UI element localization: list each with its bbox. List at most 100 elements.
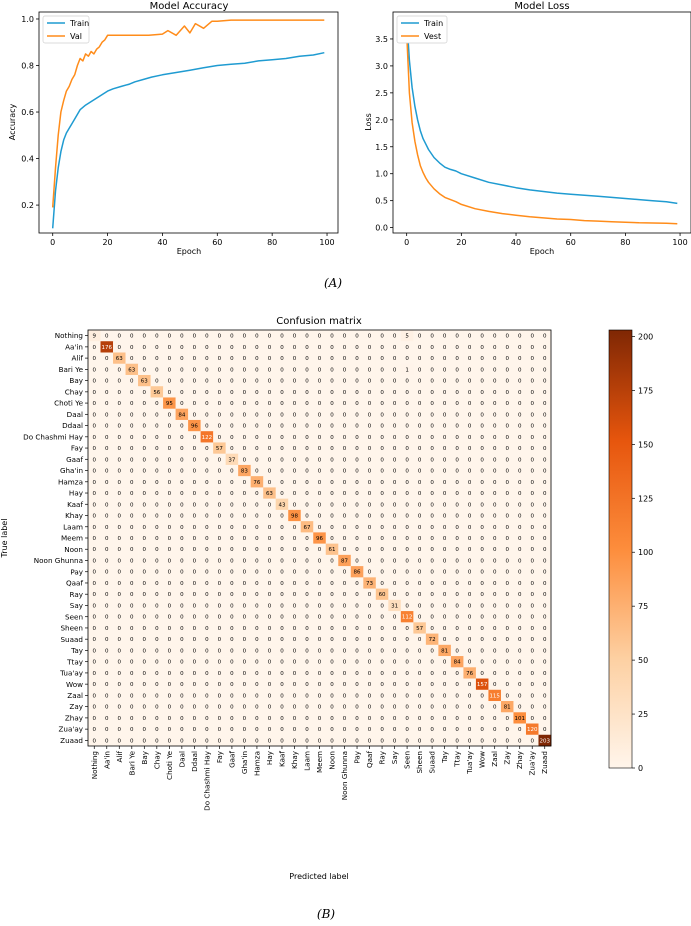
matrix-cell-value: 0 (493, 727, 497, 733)
matrix-cell (213, 689, 226, 702)
matrix-cell (125, 712, 139, 724)
matrix-cell-value: 0 (455, 716, 459, 722)
matrix-cell (438, 611, 452, 623)
matrix-cell (500, 656, 514, 668)
matrix-cell-value: 0 (205, 334, 209, 340)
matrix-cell (275, 678, 289, 691)
matrix-cell (525, 532, 539, 544)
matrix-cell (138, 566, 151, 578)
matrix-cell-value: 0 (505, 379, 509, 385)
matrix-cell (450, 577, 464, 589)
matrix-cell (275, 509, 289, 522)
matrix-cell (325, 678, 339, 691)
matrix-cell (238, 656, 251, 668)
matrix-cell (100, 431, 114, 443)
matrix-cell (188, 577, 201, 589)
matrix-cell-value: 0 (368, 334, 372, 340)
matrix-cell (213, 397, 226, 409)
matrix-cell-value: 0 (218, 412, 222, 418)
matrix-cell (325, 374, 339, 387)
matrix-cell-value: 0 (468, 435, 472, 441)
matrix-cell (150, 330, 164, 342)
matrix-cell-value: 0 (93, 469, 97, 475)
matrix-cell (213, 408, 226, 421)
matrix-cell-value: 0 (418, 648, 422, 654)
matrix-cell-value: 0 (293, 693, 297, 699)
colorbar-tick-label: 200 (638, 332, 653, 341)
matrix-cell (450, 521, 464, 533)
matrix-cell (525, 352, 539, 365)
matrix-cell (188, 689, 201, 702)
matrix-cell-value: 0 (218, 660, 222, 666)
matrix-cell (200, 701, 214, 713)
matrix-cell-value: 0 (155, 592, 159, 598)
matrix-cell (338, 330, 352, 342)
matrix-cell (488, 521, 502, 533)
matrix-cell-value: 0 (368, 345, 372, 351)
matrix-cell (238, 330, 251, 342)
matrix-cell-value: 0 (118, 345, 122, 351)
matrix-cell-value: 0 (543, 502, 547, 508)
row-label: Zuaad (60, 736, 83, 745)
matrix-cell (250, 723, 264, 736)
matrix-cell (363, 599, 377, 612)
matrix-cell-value: 0 (155, 491, 159, 497)
matrix-cell (300, 442, 314, 454)
matrix-cell-value: 0 (480, 469, 484, 475)
matrix-cell-value: 0 (305, 581, 309, 587)
matrix-cell-value: 120 (527, 727, 538, 733)
matrix-cell (175, 701, 189, 713)
matrix-cell-value: 0 (105, 716, 109, 722)
matrix-cell-value: 0 (205, 514, 209, 520)
matrix-cell (363, 363, 377, 376)
matrix-cell-value: 0 (468, 682, 472, 688)
matrix-cell (525, 701, 539, 713)
matrix-cell (488, 352, 502, 365)
matrix-cell (213, 701, 226, 713)
matrix-cell-value: 101 (514, 716, 525, 722)
matrix-cell (88, 701, 101, 713)
col-label: Meem (315, 751, 324, 773)
matrix-cell (350, 532, 364, 544)
matrix-cell-value: 0 (293, 469, 297, 475)
row-label: Wow (66, 680, 83, 689)
matrix-cell (313, 712, 327, 724)
matrix-cell-value: 0 (380, 648, 384, 654)
matrix-cell (150, 734, 164, 747)
matrix-cell (350, 678, 364, 691)
matrix-cell-value: 0 (180, 435, 184, 441)
matrix-cell-value: 0 (168, 547, 172, 553)
matrix-cell-value: 0 (543, 570, 547, 576)
matrix-cell (363, 701, 377, 713)
matrix-cell-value: 0 (468, 424, 472, 430)
matrix-cell-value: 0 (505, 536, 509, 542)
matrix-cell (163, 386, 176, 398)
matrix-cell (425, 656, 439, 668)
matrix-cell (138, 644, 151, 657)
matrix-cell-value: 0 (330, 491, 334, 497)
matrix-cell-value: 0 (543, 705, 547, 711)
matrix-cell (313, 532, 327, 544)
matrix-cell (538, 723, 552, 736)
matrix-cell (275, 487, 289, 499)
matrix-cell-value: 0 (280, 401, 284, 407)
matrix-cell (100, 689, 114, 702)
matrix-cell-value: 0 (118, 401, 122, 407)
matrix-cell-value: 0 (180, 356, 184, 362)
matrix-cell-value: 0 (380, 525, 384, 531)
matrix-cell (188, 442, 201, 454)
matrix-cell (400, 363, 414, 376)
matrix-cell (138, 532, 151, 544)
matrix-cell-value: 0 (468, 469, 472, 475)
matrix-cell-value: 0 (468, 570, 472, 576)
matrix-cell (213, 622, 226, 634)
matrix-cell-value: 0 (230, 615, 234, 621)
matrix-cell (350, 374, 364, 387)
matrix-cell-value: 0 (543, 637, 547, 643)
matrix-cell-value: 0 (518, 345, 522, 351)
matrix-cell-value: 0 (480, 558, 484, 564)
matrix-cell-value: 0 (380, 547, 384, 553)
matrix-cell (488, 633, 502, 646)
matrix-cell (413, 374, 427, 387)
matrix-cell-value: 72 (429, 637, 436, 643)
